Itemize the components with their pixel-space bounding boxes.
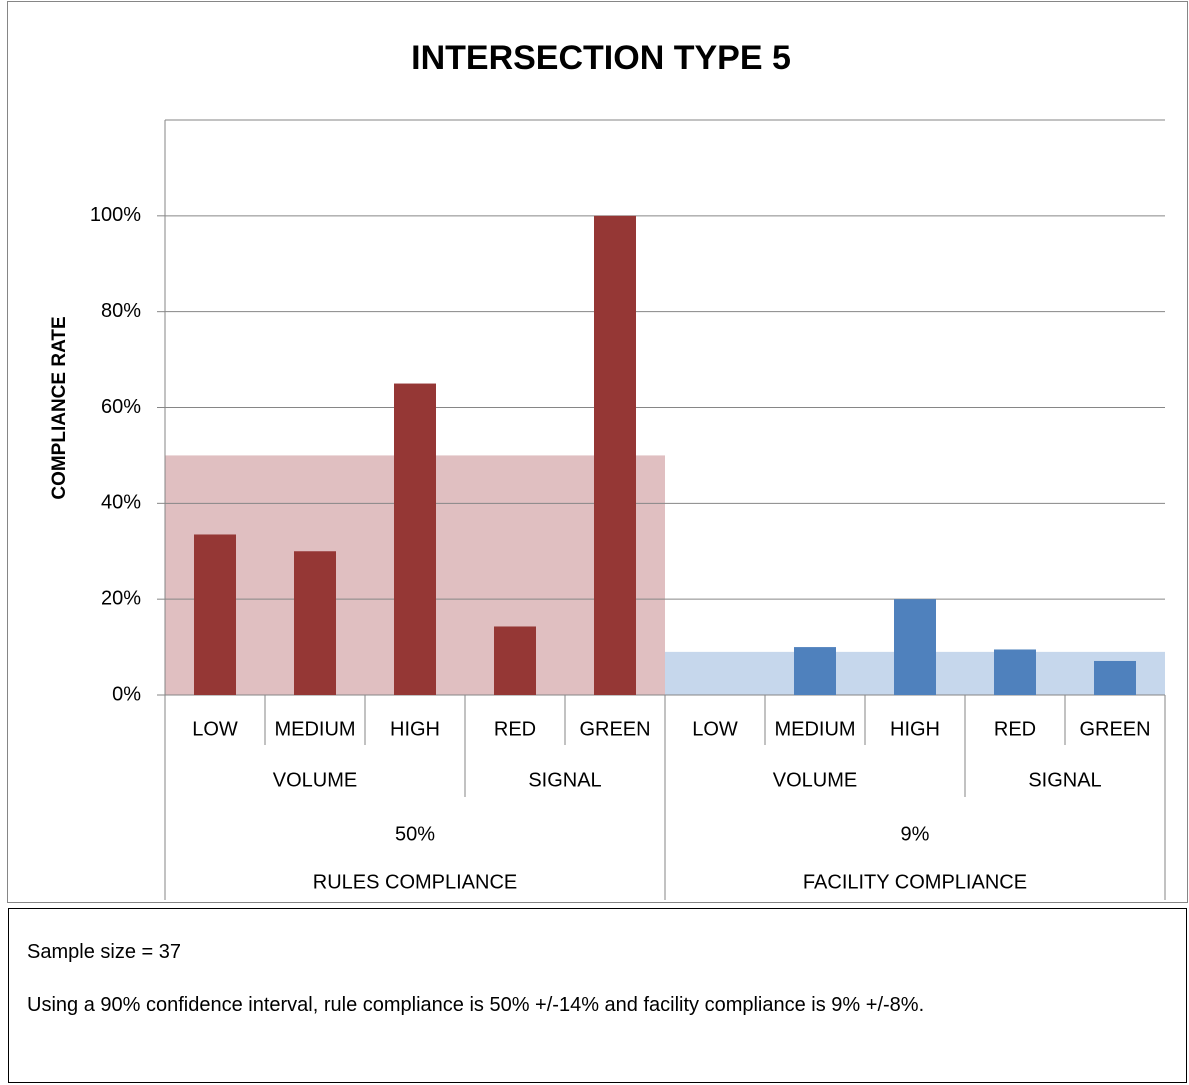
y-tick-label: 80%: [101, 300, 141, 322]
y-tick-label: 40%: [101, 492, 141, 514]
y-tick-label: 100%: [90, 204, 141, 226]
bar: [794, 647, 836, 695]
group-label: RULES COMPLIANCE: [313, 871, 518, 893]
bar: [394, 383, 436, 695]
y-tick-label: 0%: [112, 683, 141, 705]
x-tick-label: RED: [494, 718, 536, 740]
y-tick-label: 20%: [101, 587, 141, 609]
x-tick-label: LOW: [692, 718, 738, 740]
group-average-label: 9%: [901, 823, 930, 845]
subgroup-label: VOLUME: [273, 769, 357, 791]
subgroup-label: SIGNAL: [1028, 769, 1101, 791]
x-tick-label: HIGH: [890, 718, 940, 740]
bar: [994, 649, 1036, 695]
x-tick-label: GREEN: [1079, 718, 1150, 740]
y-tick-label: 60%: [101, 396, 141, 418]
x-tick-label: LOW: [192, 718, 238, 740]
x-tick-label: RED: [994, 718, 1036, 740]
bar: [494, 626, 536, 695]
bar: [594, 215, 636, 696]
bar: [194, 534, 236, 695]
chart-title: INTERSECTION TYPE 5: [411, 39, 791, 77]
y-axis-title: COMPLIANCE RATE: [49, 316, 70, 499]
group-label: FACILITY COMPLIANCE: [803, 871, 1027, 893]
note: Using a 90% confidence interval, rule co…: [27, 994, 925, 1016]
notes: Sample size = 37 Using a 90% confidence i…: [8, 908, 1187, 1083]
x-tick-label: HIGH: [390, 718, 440, 740]
note: Sample size = 37: [27, 941, 181, 963]
bar: [894, 599, 936, 695]
x-tick-label: GREEN: [579, 718, 650, 740]
bar: [1094, 660, 1136, 695]
bar: [294, 551, 336, 695]
group-average-label: 50%: [395, 823, 435, 845]
subgroup-label: VOLUME: [773, 769, 857, 791]
subgroup-label: SIGNAL: [528, 769, 601, 791]
chart: INTERSECTION TYPE 5 COMPLIANCE RATE 0% 20…: [7, 1, 1188, 903]
x-tick-label: MEDIUM: [774, 718, 855, 740]
x-tick-label: MEDIUM: [274, 718, 355, 740]
